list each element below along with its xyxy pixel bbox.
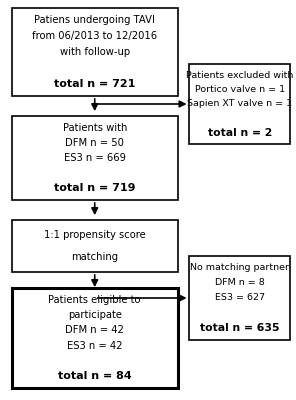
Text: with follow-up: with follow-up bbox=[60, 47, 130, 57]
FancyBboxPatch shape bbox=[12, 116, 178, 200]
Text: from 06/2013 to 12/2016: from 06/2013 to 12/2016 bbox=[32, 31, 157, 41]
Text: Patients eligible to: Patients eligible to bbox=[49, 295, 141, 305]
Text: ES3 n = 669: ES3 n = 669 bbox=[64, 153, 126, 163]
Text: Patiens undergoing TAVI: Patiens undergoing TAVI bbox=[34, 15, 155, 25]
Text: DFM n = 42: DFM n = 42 bbox=[65, 325, 124, 335]
Text: Sapien XT valve n = 1: Sapien XT valve n = 1 bbox=[187, 100, 292, 108]
Text: matching: matching bbox=[71, 252, 118, 262]
Text: total n = 2: total n = 2 bbox=[207, 128, 272, 138]
Text: Patients with: Patients with bbox=[62, 122, 127, 133]
Text: total n = 84: total n = 84 bbox=[58, 371, 132, 381]
FancyBboxPatch shape bbox=[12, 8, 178, 96]
Text: ES3 n = 42: ES3 n = 42 bbox=[67, 341, 123, 351]
Text: DFM n = 50: DFM n = 50 bbox=[65, 138, 124, 148]
Text: Patients excluded with: Patients excluded with bbox=[186, 71, 293, 80]
Text: Portico valve n = 1: Portico valve n = 1 bbox=[195, 85, 285, 94]
Text: No matching partner: No matching partner bbox=[190, 263, 289, 272]
FancyBboxPatch shape bbox=[189, 256, 290, 340]
Text: ES3 = 627: ES3 = 627 bbox=[215, 294, 265, 302]
FancyBboxPatch shape bbox=[189, 64, 290, 144]
Text: participate: participate bbox=[68, 310, 122, 320]
Text: total n = 721: total n = 721 bbox=[54, 79, 135, 89]
Text: total n = 719: total n = 719 bbox=[54, 183, 136, 194]
Text: total n = 635: total n = 635 bbox=[200, 323, 279, 334]
FancyBboxPatch shape bbox=[12, 220, 178, 272]
Text: DFM n = 8: DFM n = 8 bbox=[215, 278, 265, 287]
Text: 1:1 propensity score: 1:1 propensity score bbox=[44, 230, 146, 240]
FancyBboxPatch shape bbox=[12, 288, 178, 388]
